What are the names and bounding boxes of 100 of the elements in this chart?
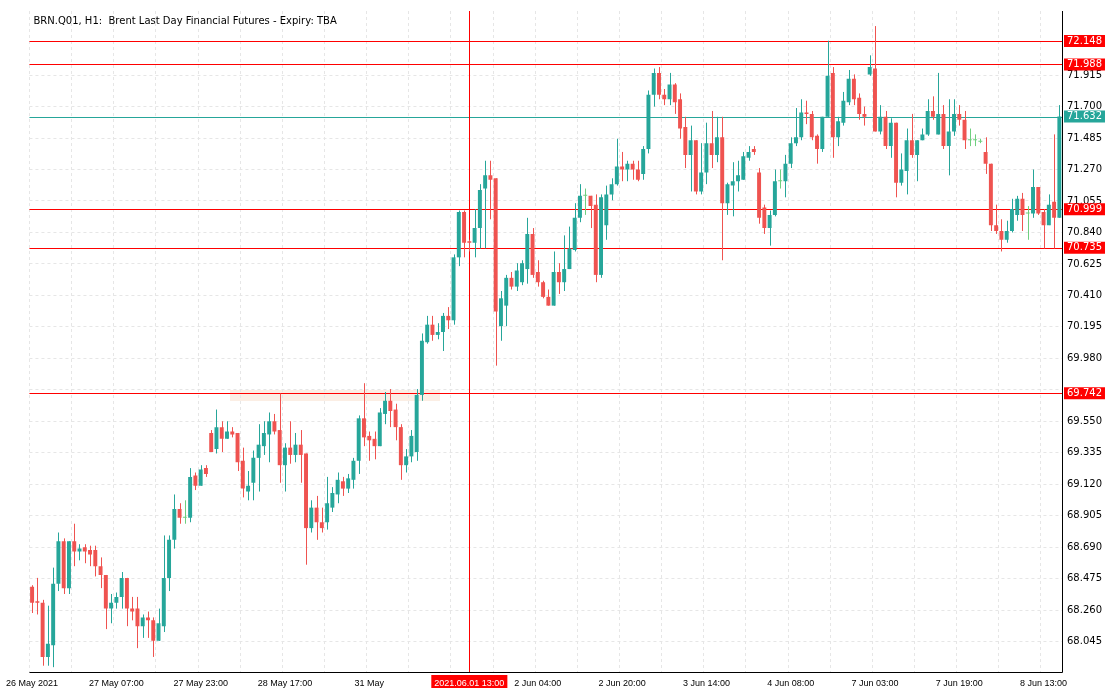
candlestick [177,502,182,525]
candlestick [1041,208,1046,250]
candlestick [198,464,203,487]
candlestick [441,312,445,352]
candlestick [899,152,904,187]
candlestick [783,154,788,198]
candlestick [994,204,999,235]
candlestick [725,182,730,216]
candlestick [788,136,793,169]
y-tick-label: 69.120 [1067,477,1102,489]
y-tick-label: 71.270 [1067,163,1102,175]
ref-line-label: 71.632 [1067,110,1102,122]
y-tick-label: 68.045 [1067,635,1102,647]
candlestick [446,306,451,330]
candlestick [625,160,630,182]
x-tick-label: 2 Jun 20:00 [598,677,646,688]
y-tick-label: 70.625 [1067,257,1102,269]
x-tick-label: 2021.06.01 13:00 [434,677,505,688]
candlestick [30,584,35,614]
x-tick-label: 27 May 07:00 [89,677,144,688]
candlestick [430,315,435,342]
candlestick [282,442,287,493]
x-tick-label: 2 Jun 04:00 [514,677,562,688]
x-tick-label: 7 Jun 03:00 [851,677,899,688]
candlestick [562,234,567,292]
candlestick [930,95,935,121]
x-tick-label: 27 May 23:00 [173,677,228,688]
candlestick [862,106,867,127]
candlestick [98,556,103,589]
x-tick-label: 28 May 17:00 [257,677,313,688]
y-tick-label: 69.335 [1067,446,1102,458]
candlestick [325,476,330,531]
candlestick [272,413,277,435]
candlestick [620,151,625,182]
chart-title: BRN.Q01, H1: Brent Last Day Financial Futures - Expiry: TBA [33,14,337,26]
x-tick-label: 3 Jun 14:00 [682,677,730,688]
candlestick [146,611,150,639]
candlestick [483,160,488,250]
y-tick-label: 68.690 [1067,540,1102,552]
candlestick [404,448,409,473]
candlestick [630,160,635,181]
candlestick [472,208,477,258]
candlestick [182,499,187,525]
candlestick [867,54,872,77]
ref-line-label: 72.148 [1067,34,1102,46]
y-tick-label: 70.840 [1067,226,1102,238]
candlestick [1046,193,1051,226]
candlestick [962,110,967,150]
y-tick-label: 68.260 [1067,603,1102,615]
candlestick [688,125,693,192]
candlestick [915,139,920,182]
candlestick [388,388,393,428]
candlestick [909,113,914,159]
ref-line-label: 69.742 [1067,386,1102,398]
candlestick [778,169,783,190]
candlestick [583,188,588,216]
y-tick-label: 70.195 [1067,320,1102,332]
candlestick [730,161,735,217]
candlestick [957,104,962,127]
candlestick [556,262,561,295]
candlestick [635,160,640,182]
candlestick [657,66,661,100]
candlestick [999,218,1004,252]
candlestick [393,403,398,441]
y-tick-label: 70.410 [1067,288,1102,300]
candlestick [1004,220,1009,244]
candlestick [288,420,293,465]
candlestick [119,571,124,610]
candlestick [409,429,414,463]
candlestick [846,69,851,106]
candlestick [309,499,314,534]
candlestick [609,177,614,201]
y-tick-label: 71.485 [1067,131,1102,143]
candlestick [709,110,714,169]
candlestick [567,226,572,270]
x-tick-label: 8 Jun 13:00 [1020,677,1068,688]
candlestick [340,476,345,497]
y-tick-label: 68.475 [1067,572,1102,584]
candlestick [335,472,340,504]
y-tick-label: 69.980 [1067,351,1102,363]
candlestick [319,507,324,534]
candlestick [577,183,582,223]
candlestick [699,142,704,195]
x-tick-label: 7 Jun 19:00 [935,677,983,688]
candlestick [1052,133,1057,250]
candlestick [72,523,77,567]
x-tick-label: 31 May [354,677,385,688]
candlestick [214,409,219,454]
candlestick [1025,205,1030,241]
ref-line-label: 70.735 [1067,241,1102,253]
candlestick [651,68,656,108]
candlestick [983,136,988,175]
y-tick-label: 71.700 [1067,100,1102,112]
candlestick [219,420,224,453]
x-tick-label: 26 May 2021 [6,677,59,688]
candlestick [109,593,114,624]
y-tick-label: 71.915 [1067,68,1102,80]
candlestick [140,613,145,639]
ref-line-label: 70.999 [1067,202,1102,214]
candlestick [314,495,319,541]
